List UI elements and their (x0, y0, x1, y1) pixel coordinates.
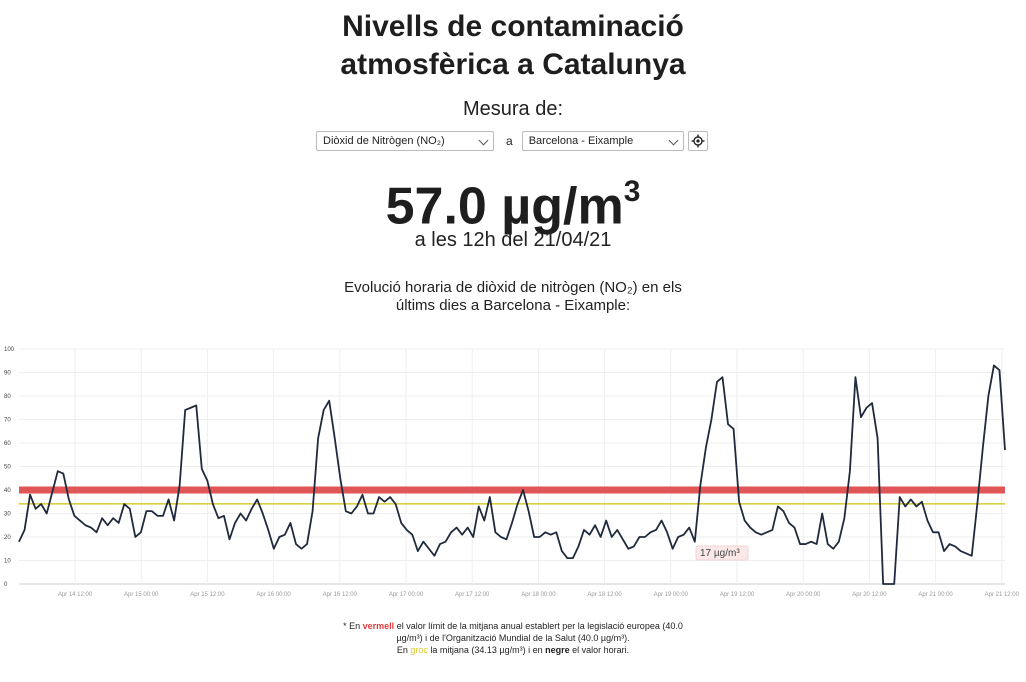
y-tick-label: 40 (4, 488, 11, 494)
controls-row: Diòxid de Nitrògen (NO₂) a Barcelona - E… (316, 130, 708, 152)
footnote-text: * En (343, 621, 363, 631)
footnote-red-word: vermell (362, 621, 395, 631)
page-title: Nivells de contaminació atmosfèrica a Ca… (0, 8, 1026, 84)
locate-button[interactable] (687, 131, 708, 151)
current-value-unit-sup: 3 (623, 175, 641, 208)
x-tick-label: Apr 18 00:00 (521, 592, 556, 598)
footnote-black-word: negre (545, 645, 570, 655)
chart-caption-line2: últims dies a Barcelona - Eixample: (395, 297, 631, 314)
x-tick-label: Apr 19 00:00 (654, 592, 689, 598)
footnote-yellow-word: groc (410, 645, 428, 655)
x-tick-label: Apr 16 00:00 (256, 592, 291, 598)
tooltip: 17 µg/m³ (695, 545, 749, 561)
y-tick-label: 50 (4, 465, 11, 471)
page-title-line1: Nivells de contaminació (342, 10, 684, 43)
series (18, 364, 1006, 585)
y-tick-label: 10 (4, 559, 11, 565)
x-tick-label: Apr 18 12:00 (587, 592, 622, 598)
y-tick-label: 100 (4, 347, 15, 353)
measure-label: Mesura de: (462, 98, 564, 120)
x-tick-label: Apr 21 12:00 (985, 592, 1020, 598)
chevron-down-icon (478, 135, 489, 146)
footnote-line1: * En vermell el valor límit de la mitjan… (0, 620, 1026, 632)
x-tick-label: Apr 17 00:00 (389, 592, 424, 598)
footnote-text: el valor horari. (569, 645, 630, 655)
x-tick-label: Apr 14 12:00 (58, 592, 93, 598)
page-title-line2: atmosfèrica a Catalunya (340, 48, 686, 81)
x-tick-label: Apr 21 00:00 (918, 592, 953, 598)
y-tick-label: 80 (4, 394, 11, 400)
series-line (18, 364, 1006, 585)
footnote-text: En (396, 645, 411, 655)
crosshair-icon (691, 134, 705, 148)
current-value-unit: µg/m (501, 177, 624, 236)
x-tick-label: Apr 20 00:00 (786, 592, 821, 598)
chart-caption: Evolució horaria de diòxid de nitrògen (… (0, 279, 1026, 315)
x-tick-label: Apr 15 00:00 (124, 592, 159, 598)
footnote-line3: En groc la mitjana (34.13 µg/m³) i en ne… (0, 644, 1026, 656)
footnote-line2: µg/m³) i de l'Organització Mundial de la… (396, 633, 630, 643)
chevron-down-icon (668, 135, 679, 146)
x-tick-label: Apr 16 12:00 (323, 592, 358, 598)
station-select-value: Barcelona - Eixample (528, 135, 634, 147)
connector-label: a (506, 134, 513, 148)
x-tick-label: Apr 19 12:00 (720, 592, 755, 598)
y-axis: 0 10 20 30 40 50 60 70 80 90 100 (4, 347, 15, 588)
tooltip-box (695, 545, 749, 561)
x-tick-label: Apr 15 12:00 (190, 592, 225, 598)
tooltip-label: 17 µg/m³ (700, 548, 740, 559)
y-tick-label: 30 (4, 512, 11, 518)
x-axis: Apr 14 12:00 Apr 15 00:00 Apr 15 12:00 Apr … (58, 592, 1020, 598)
y-tick-label: 60 (4, 441, 11, 447)
station-select[interactable]: Barcelona - Eixample (521, 131, 684, 151)
footnote: * En vermell el valor límit de la mitjan… (0, 620, 1026, 656)
footnote-text: la mitjana (34.13 µg/m³) i en (427, 645, 546, 655)
current-time: a les 12h del 21/04/21 (414, 229, 612, 251)
pollutant-select[interactable]: Diòxid de Nitrògen (NO₂) (316, 131, 494, 151)
x-tick-label: Apr 17 12:00 (455, 592, 490, 598)
y-tick-label: 20 (4, 535, 11, 541)
x-tick-label: Apr 20 12:00 (852, 592, 887, 598)
pollutant-select-value: Diòxid de Nitrògen (NO₂) (323, 135, 445, 147)
reference-lines (19, 486, 1005, 505)
y-tick-label: 70 (4, 418, 11, 424)
footnote-text: el valor límit de la mitjana anual estab… (394, 621, 683, 631)
current-value: 57.0 µg/m3 (0, 166, 1026, 236)
y-tick-label: 0 (4, 582, 8, 588)
y-tick-label: 90 (4, 371, 11, 377)
chart-caption-line1: Evolució horaria de diòxid de nitrògen (… (344, 279, 682, 296)
current-value-number: 57.0 (385, 177, 487, 236)
